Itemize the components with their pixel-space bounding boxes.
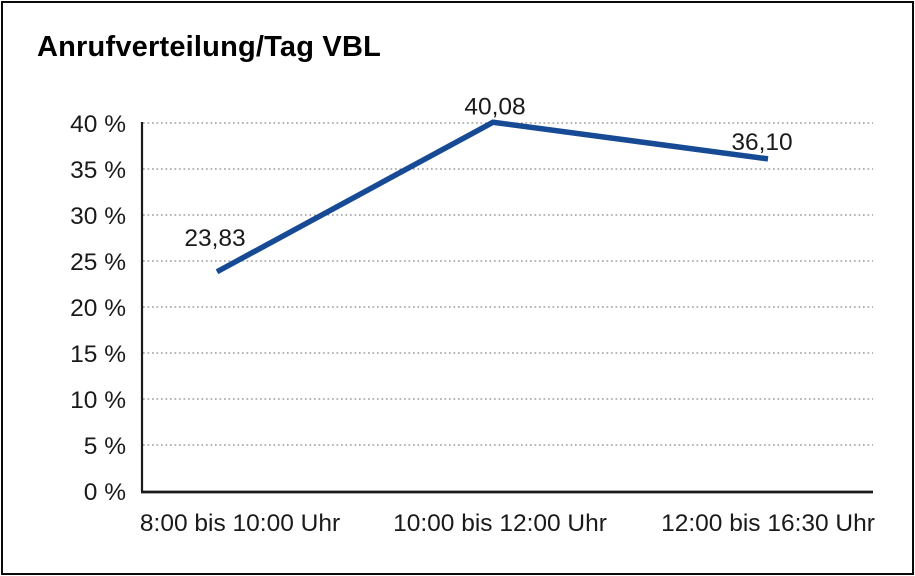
data-point-label: 23,83 [184,225,245,252]
chart-title: Anrufverteilung/Tag VBL [37,31,382,63]
y-tick-label: 15 % [70,341,126,368]
x-category-label: 8:00 bis 10:00 Uhr [140,510,340,537]
y-tick-label: 20 % [70,295,126,322]
x-category-label: 12:00 bis 16:30 Uhr [661,510,875,537]
y-tick-label: 25 % [70,249,126,276]
y-tick-label: 35 % [70,157,126,184]
data-point-label: 40,08 [464,93,525,120]
y-tick-label: 5 % [84,433,126,460]
data-point-label: 36,10 [731,129,792,156]
y-tick-label: 10 % [70,387,126,414]
y-tick-label: 0 % [84,479,126,506]
y-tick-label: 30 % [70,203,126,230]
x-category-label: 10:00 bis 12:00 Uhr [393,510,607,537]
y-tick-label: 40 % [70,111,126,138]
data-series-line [215,119,769,275]
